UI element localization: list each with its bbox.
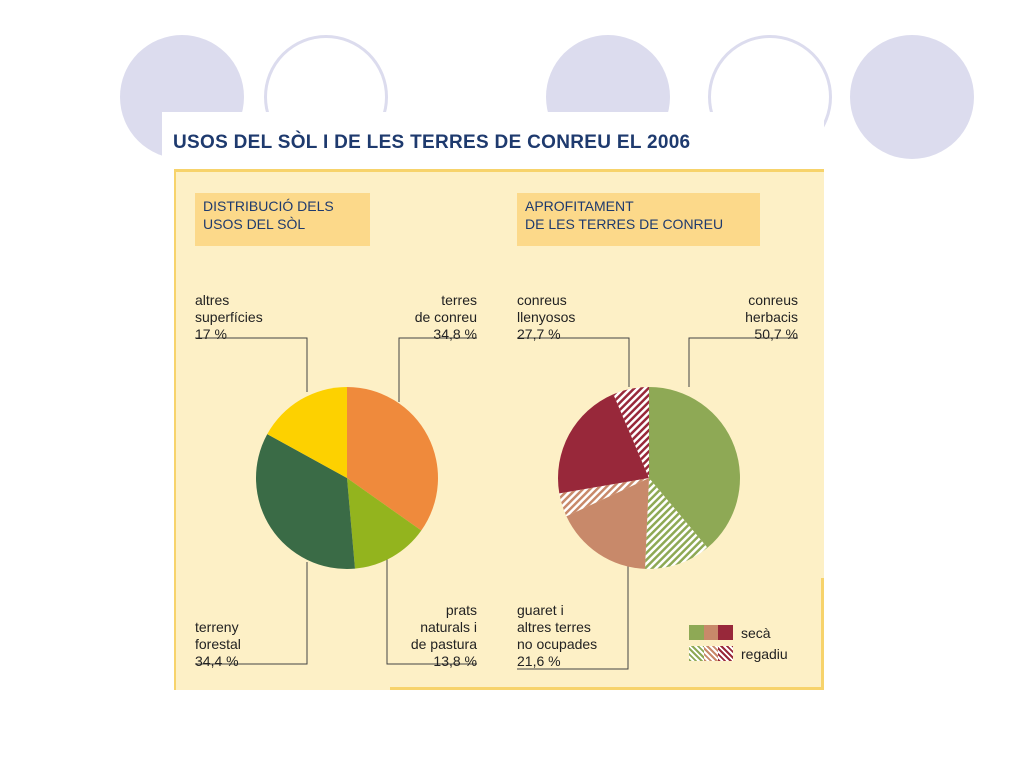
- pie-slice-seca-2: [558, 394, 649, 494]
- label-altres-text: altres superfícies: [195, 292, 263, 325]
- label-altres-value: 17 %: [195, 326, 227, 342]
- pie-slice-regadiu-2: [613, 387, 649, 478]
- label-llenyosos-value: 27,7 %: [517, 326, 561, 342]
- legend-label-regadiu: regadiu: [741, 645, 788, 662]
- label-guaret-text: guaret i altres terres no ocupades: [517, 602, 598, 652]
- label-terres-value: 34,8 %: [433, 326, 477, 342]
- label-altres-superficies: altres superfícies 17 %: [195, 275, 263, 360]
- pie-slice-regadiu-0: [644, 478, 708, 569]
- label-prats-text: prats naturals i de pastura: [410, 602, 477, 652]
- label-forestal-value: 34,4 %: [195, 653, 239, 669]
- pie-chart-crop-land: [558, 387, 740, 569]
- legend-swatch-solid: [689, 625, 734, 640]
- label-terres-text: terres de conreu: [414, 292, 477, 325]
- label-herbacis-value: 50,7 %: [754, 326, 798, 342]
- label-conreus-herbacis: conreus herbacis 50,7 %: [745, 275, 798, 360]
- label-herbacis-text: conreus herbacis: [745, 292, 798, 325]
- left-heading-line-1: DISTRIBUCIÓ DELS: [203, 198, 334, 214]
- label-terres-de-conreu: terres de conreu 34,8 %: [415, 275, 477, 360]
- legend-swatch-hatched: [689, 646, 734, 661]
- decor-circle-5: [850, 35, 974, 159]
- label-prats-value: 13,8 %: [433, 653, 477, 669]
- divider: [174, 169, 176, 690]
- pie-chart-land-use: [256, 387, 438, 569]
- infographic-panel: USOS DEL SÒL I DE LES TERRES DE CONREU E…: [162, 112, 824, 690]
- legend-label-seca: secà: [741, 624, 771, 641]
- label-guaret-value: 21,6 %: [517, 653, 561, 669]
- legend: secà regadiu: [689, 622, 788, 664]
- right-heading-line-1: APROFITAMENT: [525, 198, 634, 214]
- pie-slice-prats-naturals-i-de-pastura: [347, 478, 422, 569]
- label-llenyosos-text: conreus llenyosos: [517, 292, 576, 325]
- label-terreny-forestal: terreny forestal 34,4 %: [195, 602, 241, 687]
- pie-slice-altres-superfícies: [267, 387, 347, 478]
- divider: [821, 578, 824, 690]
- page-title: USOS DEL SÒL I DE LES TERRES DE CONREU E…: [173, 132, 691, 153]
- left-chart-heading: DISTRIBUCIÓ DELS USOS DEL SÒL: [195, 193, 370, 246]
- right-chart-heading: APROFITAMENT DE LES TERRES DE CONREU: [517, 193, 760, 246]
- divider: [390, 687, 824, 690]
- left-heading-line-2: USOS DEL SÒL: [203, 216, 306, 232]
- label-prats-naturals: prats naturals i de pastura 13,8 %: [411, 585, 477, 687]
- label-guaret: guaret i altres terres no ocupades 21,6 …: [517, 585, 597, 687]
- label-forestal-text: terreny forestal: [195, 619, 241, 652]
- pie-slice-terres-de-conreu: [347, 387, 438, 531]
- divider: [174, 169, 824, 172]
- right-heading-line-2: DE LES TERRES DE CONREU: [525, 216, 724, 232]
- label-conreus-llenyosos: conreus llenyosos 27,7 %: [517, 275, 575, 360]
- pie-slice-regadiu-1: [559, 478, 649, 517]
- legend-item-regadiu: regadiu: [689, 643, 788, 664]
- legend-item-seca: secà: [689, 622, 788, 643]
- pie-slice-terreny-forestal: [256, 434, 355, 569]
- pie-slice-seca-0: [649, 387, 740, 548]
- pie-slice-seca-1: [566, 478, 649, 569]
